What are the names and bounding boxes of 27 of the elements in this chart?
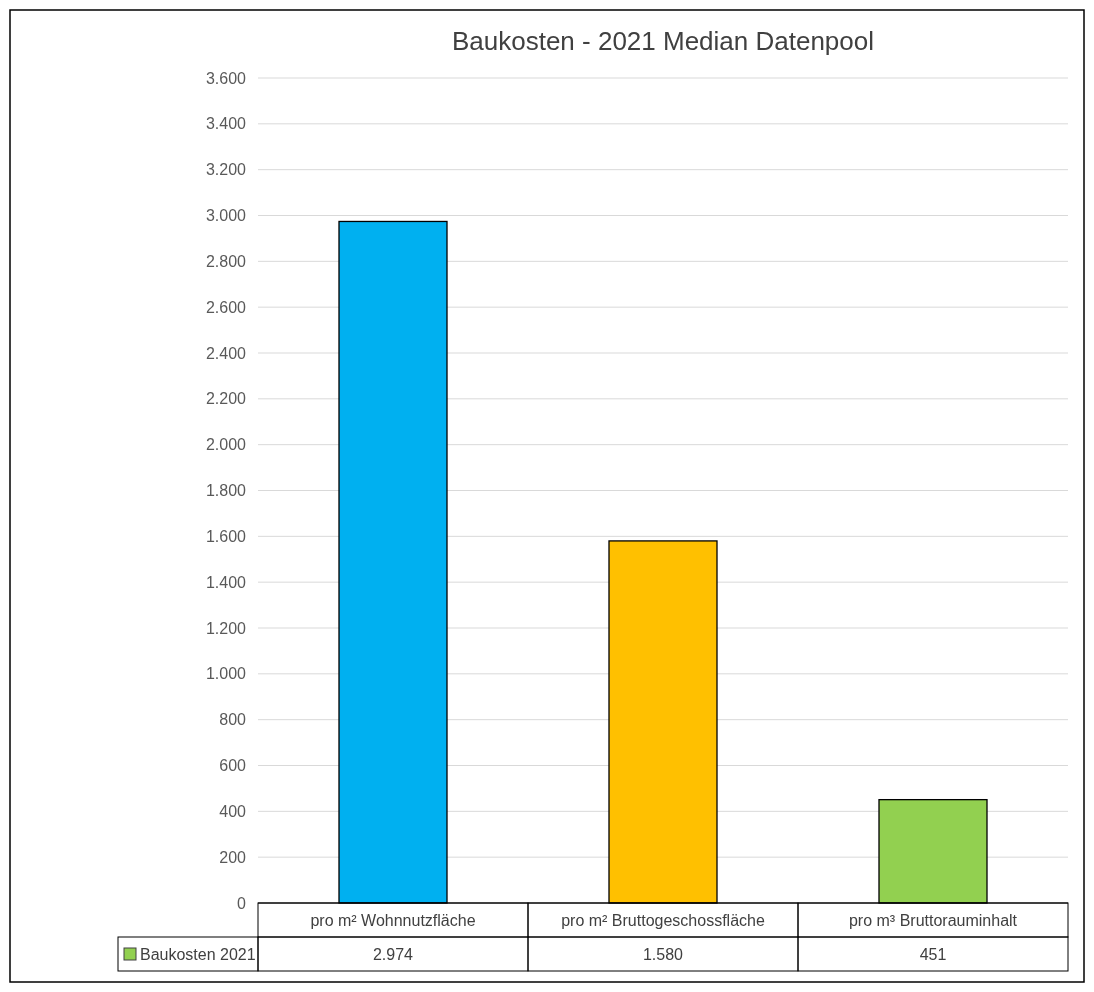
data-label: 2.974	[372, 945, 414, 963]
y-tick-label: 3.200	[205, 161, 247, 179]
x-tick-label: pro m³ Bruttorauminhalt	[848, 911, 1018, 929]
y-tick-label: 1.400	[205, 573, 247, 591]
x-tick-label: pro m² Wohnnutzfläche	[310, 911, 476, 929]
y-tick-label: 2.000	[205, 436, 247, 454]
x-tick-label: pro m² Bruttogeschossfläche	[561, 911, 765, 929]
y-tick-label: 3.600	[205, 69, 247, 87]
y-tick-label: 1.200	[205, 619, 247, 637]
legend-label: Baukosten 2021	[140, 945, 256, 963]
y-tick-label: 1.600	[205, 527, 247, 545]
y-tick-label: 2.200	[205, 390, 247, 408]
y-tick-label: 1.800	[205, 482, 247, 500]
data-label: 451	[919, 945, 947, 963]
y-tick-label: 3.400	[205, 115, 247, 133]
data-label: 1.580	[642, 945, 684, 963]
chart-title: Baukosten - 2021 Median Datenpool	[451, 26, 875, 56]
y-tick-label: 2.600	[205, 298, 247, 316]
y-tick-label: 3.000	[205, 207, 247, 225]
y-tick-label: 2.800	[205, 252, 247, 270]
y-tick-label: 800	[219, 711, 247, 729]
y-tick-label: 2.400	[205, 344, 247, 362]
y-tick-label: 1.000	[205, 665, 247, 683]
y-tick-label: 200	[219, 848, 247, 866]
y-tick-label: 0	[237, 894, 247, 912]
y-tick-label: 600	[219, 757, 247, 775]
y-tick-label: 400	[219, 802, 247, 820]
